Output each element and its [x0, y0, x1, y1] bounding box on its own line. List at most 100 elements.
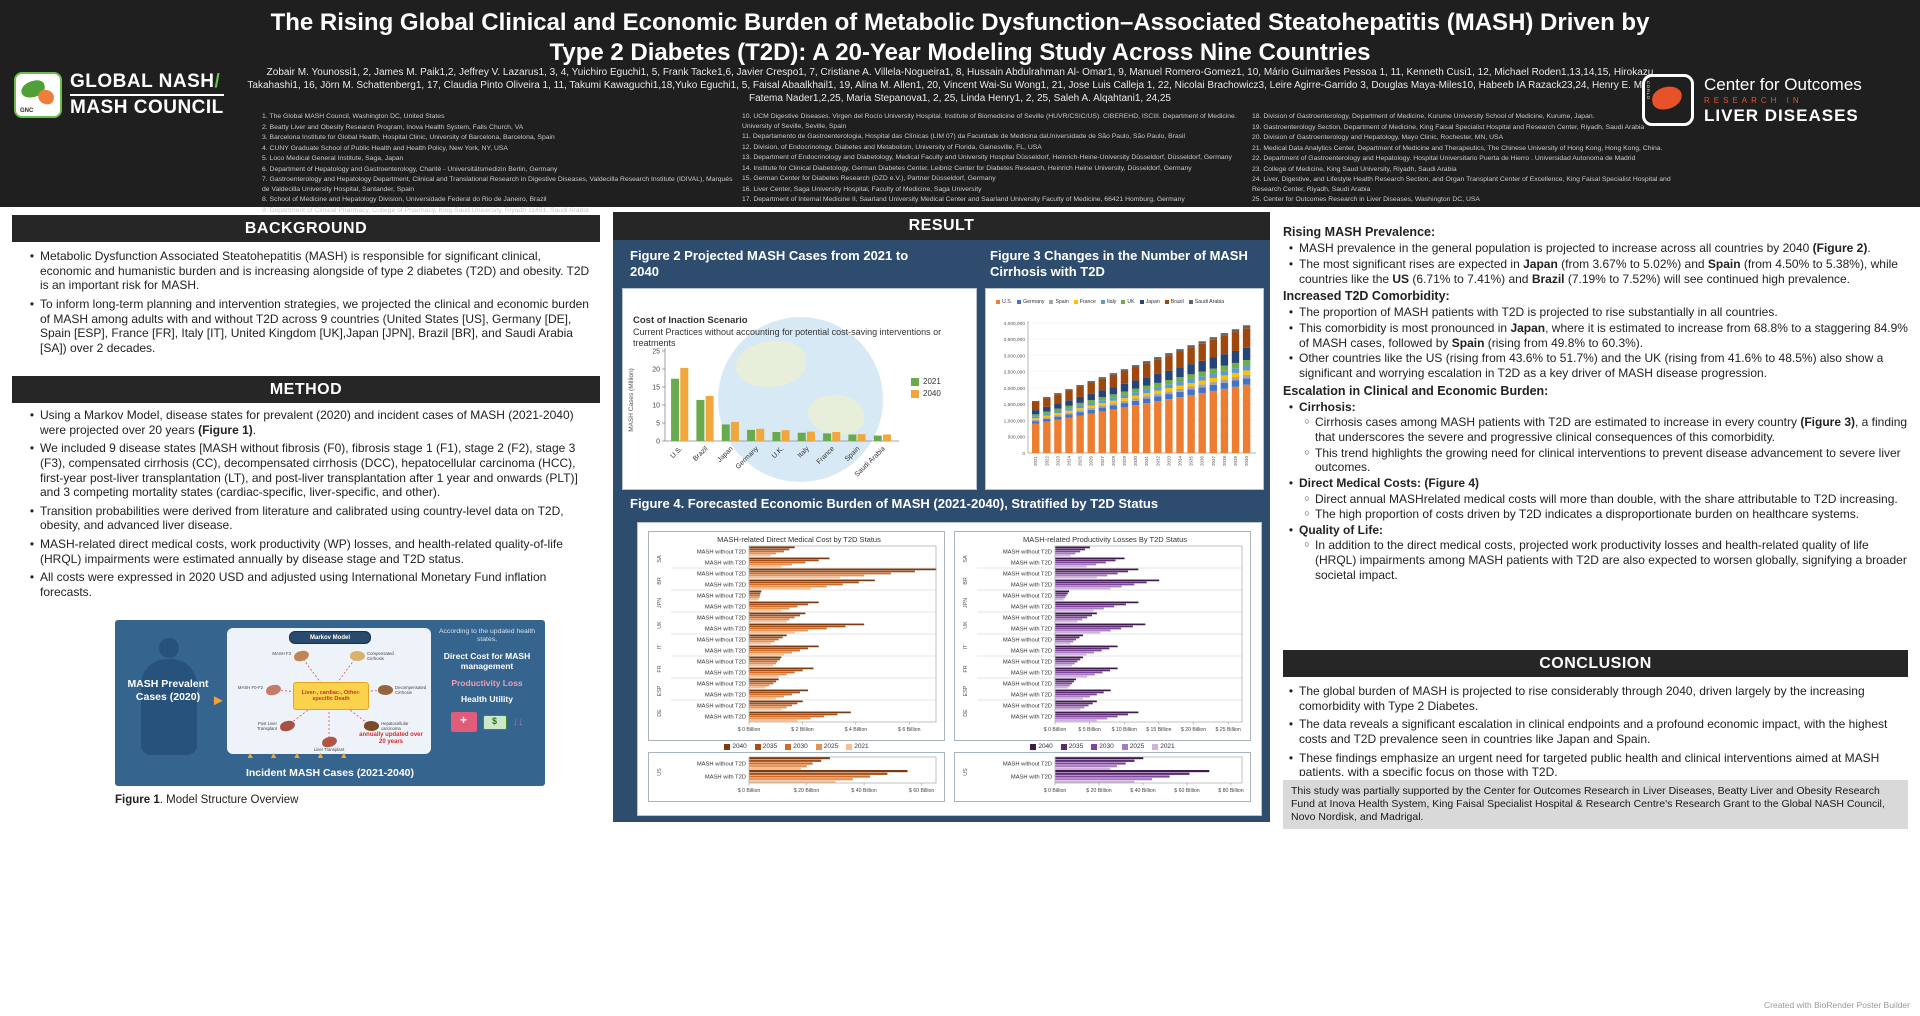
bar-Spain-2021 [848, 434, 857, 441]
stack-2030-UK [1131, 388, 1140, 393]
bullet-marker: • [29, 570, 35, 585]
legend-label: France [1079, 299, 1096, 305]
bar-BR-2025 [749, 574, 865, 577]
bar-U.S.-2021 [671, 378, 680, 441]
legend-item: 2025 [815, 743, 838, 750]
x-tick-label: 2036 [1200, 456, 1205, 467]
stack-2035-Japan [1187, 364, 1195, 375]
findings-text: Rising MASH Prevalence: • MASH prevalence … [1283, 222, 1908, 646]
bullet-text: Other countries like the US (rising from… [1299, 351, 1884, 380]
x-tick-label: Brazil [692, 445, 710, 463]
stack-2039-UK [1231, 362, 1240, 369]
productivity-legend: 2040 2035 2030 2025 2021 [954, 743, 1251, 750]
row-label: MASH with T2D [705, 649, 746, 655]
incident-cases-label: Incident MASH Cases (2021-2040) [245, 767, 415, 779]
bar-SA-2030 [749, 550, 785, 553]
stack-2026-Italy [1087, 402, 1095, 406]
figure4-panel: MASH-related Direct Medical Cost by T2D … [637, 522, 1262, 816]
y-tick-label: 3,000,000 [1004, 353, 1026, 359]
corld-icon: CORLD [1642, 74, 1694, 126]
legend-swatch [1121, 743, 1128, 750]
bullet-item: • All costs were expressed in 2020 USD an… [24, 570, 590, 599]
cost-us-chart: US MASH without T2D MASH with T2D $ 0 Billi… [657, 756, 937, 794]
bar-JPN-2030 [1055, 594, 1067, 597]
stack-2030-Saudi Arabia [1131, 365, 1140, 368]
stack-2037-France [1209, 377, 1217, 382]
bullet-item: • We included 9 disease states [MASH with… [24, 441, 590, 500]
stack-2026-U.S. [1087, 413, 1095, 453]
bar-JPN-2040 [1055, 601, 1139, 604]
stack-2026-UK [1087, 400, 1095, 403]
bar-IT-2040 [749, 645, 819, 648]
y-tick-label: 2,000,000 [1004, 386, 1026, 392]
bar-UK-2030 [1055, 627, 1122, 630]
bar-DE-2025 [1055, 706, 1085, 709]
stack-2033-Japan [1165, 370, 1173, 381]
stack-2024-Japan [1065, 400, 1073, 406]
legend-item: 2021 [911, 377, 941, 386]
disease-state-label: MASH F3 [272, 651, 291, 656]
bar-FR-2021 [749, 675, 779, 678]
bar-DE-2035 [749, 713, 838, 716]
x-tick-label: $ 0 Billion [738, 788, 761, 794]
stack-2025-France [1076, 408, 1084, 411]
legend-swatch [1139, 300, 1144, 304]
legend-label: Italy [1106, 299, 1117, 305]
bullet-marker: • [1288, 351, 1294, 366]
bullet-marker: ○ [1304, 508, 1310, 519]
bar-US-2030 [749, 775, 871, 778]
x-tick-label: 2039 [1233, 456, 1238, 467]
arrow-right-icon: ► [211, 692, 226, 709]
bar-SA-2021 [1055, 554, 1071, 557]
stack-2039-Saudi Arabia [1231, 329, 1240, 333]
stack-2039-Spain [1231, 377, 1240, 381]
bar-FR-2040 [749, 667, 814, 670]
bar-UK-2025 [749, 629, 809, 632]
affiliation-item: 6. Department of Hepatology and Gastroen… [262, 165, 558, 173]
legend-item: 2040 [1030, 743, 1053, 750]
stack-2031-UK [1143, 385, 1151, 390]
bar-ESP-2021 [749, 686, 766, 689]
legend-label: 2035 [1068, 743, 1084, 750]
stack-2029-Germany [1120, 403, 1129, 408]
stack-2039-Japan [1231, 350, 1240, 363]
bar-FR-2040 [749, 656, 782, 659]
corld-line1: Center for Outcomes [1704, 74, 1862, 94]
findings-bullet: • Other countries like the US (rising fro… [1283, 351, 1908, 380]
affiliation-item: 19. Gastroenterology Section, Department… [1252, 123, 1645, 131]
bar-SA-2035 [1055, 548, 1086, 551]
output-direct-cost: Direct Cost for MASH management [443, 650, 531, 671]
stack-2027-Brazil [1098, 378, 1106, 391]
stack-2023-France [1054, 413, 1062, 416]
stack-2030-Brazil [1131, 367, 1140, 381]
stack-2038-UK [1220, 365, 1229, 371]
legend-swatch [1121, 300, 1126, 304]
affiliations-column-2: 10. UCM Digestive Diseases. Virgen del R… [742, 112, 1240, 206]
background-bullets: • Metabolic Dysfunction Associated Steato… [24, 249, 590, 373]
legend-item: UK [1121, 299, 1135, 305]
legend-label: 2021 [854, 743, 869, 750]
bullet-text: In addition to the direct medical costs,… [1315, 538, 1907, 582]
legend-label: Spain [1055, 299, 1069, 305]
x-tick-label: 2030 [1133, 456, 1138, 467]
bar-IT-2021 [1055, 653, 1087, 656]
figure2-chart-panel: Cost of Inaction Scenario Current Practi… [622, 288, 977, 490]
bar-IT-2040 [1055, 634, 1084, 637]
bar-UK-2021 [749, 620, 787, 623]
legend-item: 2025 [1121, 743, 1144, 750]
figure3-chart-panel: U.S. Germany Spain France Italy UK Japan Brazil… [985, 288, 1264, 490]
bullet-marker: • [1288, 399, 1294, 414]
x-tick-label: 2032 [1155, 456, 1160, 467]
legend-swatch [724, 743, 731, 750]
bar-FR-2021 [749, 664, 774, 667]
bar-ESP-2035 [749, 680, 777, 683]
x-tick-label: Germany [735, 445, 761, 471]
down-arrows-icon: ↓↓ [512, 716, 524, 729]
markov-model-pill: Markov Model [289, 631, 371, 644]
legend-item: Spain [1049, 299, 1069, 305]
stack-2038-Brazil [1220, 335, 1229, 355]
figure3-stacked-chart: 0 500,000 1,000,000 1,500,000 2,000,000 2,500… [1004, 321, 1256, 467]
stack-2023-U.S. [1054, 419, 1062, 453]
stack-2026-France [1087, 405, 1095, 408]
stack-2038-Germany [1220, 382, 1229, 389]
